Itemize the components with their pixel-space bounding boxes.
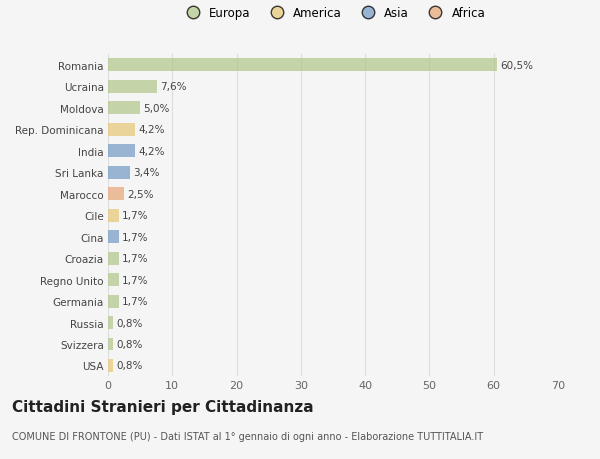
Bar xyxy=(108,338,113,351)
Text: 1,7%: 1,7% xyxy=(122,253,149,263)
Bar xyxy=(108,123,135,136)
Bar xyxy=(108,145,135,158)
Text: 1,7%: 1,7% xyxy=(122,232,149,242)
Text: 1,7%: 1,7% xyxy=(122,297,149,307)
Text: 2,5%: 2,5% xyxy=(127,189,154,199)
Text: 1,7%: 1,7% xyxy=(122,275,149,285)
Text: 7,6%: 7,6% xyxy=(160,82,187,92)
Text: 60,5%: 60,5% xyxy=(500,61,533,71)
Text: Cittadini Stranieri per Cittadinanza: Cittadini Stranieri per Cittadinanza xyxy=(12,399,314,414)
Bar xyxy=(108,188,124,201)
Bar xyxy=(108,231,119,244)
Bar xyxy=(108,81,157,94)
Bar xyxy=(108,295,119,308)
Legend: Europa, America, Asia, Africa: Europa, America, Asia, Africa xyxy=(177,3,489,23)
Bar xyxy=(108,274,119,286)
Bar xyxy=(108,252,119,265)
Bar xyxy=(108,316,113,329)
Text: 0,8%: 0,8% xyxy=(116,318,143,328)
Text: COMUNE DI FRONTONE (PU) - Dati ISTAT al 1° gennaio di ogni anno - Elaborazione T: COMUNE DI FRONTONE (PU) - Dati ISTAT al … xyxy=(12,431,483,442)
Text: 4,2%: 4,2% xyxy=(138,146,165,157)
Bar xyxy=(108,167,130,179)
Bar xyxy=(108,359,113,372)
Text: 0,8%: 0,8% xyxy=(116,361,143,371)
Text: 1,7%: 1,7% xyxy=(122,211,149,221)
Text: 5,0%: 5,0% xyxy=(143,104,170,114)
Text: 0,8%: 0,8% xyxy=(116,339,143,349)
Text: 4,2%: 4,2% xyxy=(138,125,165,135)
Bar xyxy=(108,209,119,222)
Bar xyxy=(108,102,140,115)
Bar xyxy=(108,59,497,72)
Text: 3,4%: 3,4% xyxy=(133,168,160,178)
